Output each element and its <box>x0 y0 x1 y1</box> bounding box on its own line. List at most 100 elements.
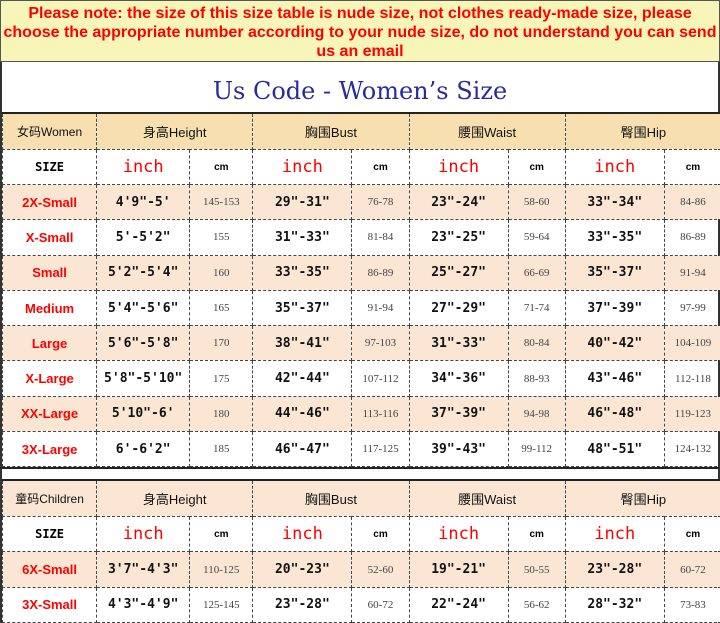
cm-value: 112-118 <box>664 361 720 396</box>
cm-value: 50-55 <box>508 552 565 587</box>
inch-value: 31"-33" <box>409 326 508 361</box>
inch-value: 33"-34" <box>565 185 664 220</box>
column-header: 腰围Waist <box>409 113 565 150</box>
size-name: Large <box>3 326 97 361</box>
inch-value: 22"-24" <box>409 587 508 622</box>
inch-value: 33"-35" <box>565 220 664 255</box>
cm-value: 56-62 <box>508 587 565 622</box>
inch-value: 19"-21" <box>409 552 508 587</box>
cm-unit: cm <box>508 150 565 185</box>
inch-unit: inch <box>253 150 352 185</box>
size-name: 6X-Small <box>3 552 97 587</box>
inch-value: 4'9"-5' <box>97 185 190 220</box>
cm-unit: cm <box>190 517 253 552</box>
cm-value: 175 <box>190 361 253 396</box>
size-name: Medium <box>3 290 97 325</box>
inch-value: 23"-24" <box>409 185 508 220</box>
inch-unit: inch <box>97 150 190 185</box>
inch-value: 34"-36" <box>409 361 508 396</box>
inch-value: 5'2"-5'4" <box>97 255 190 290</box>
cm-value: 58-60 <box>508 185 565 220</box>
size-name: X-Small <box>3 220 97 255</box>
inch-value: 42"-44" <box>253 361 352 396</box>
inch-value: 46"-48" <box>565 396 664 431</box>
cm-value: 60-72 <box>664 552 720 587</box>
inch-value: 38"-41" <box>253 326 352 361</box>
cm-value: 124-132 <box>664 432 720 467</box>
inch-value: 28"-32" <box>565 587 664 622</box>
cm-value: 71-74 <box>508 290 565 325</box>
column-header: 胸围Bust <box>253 113 409 150</box>
inch-value: 23"-28" <box>565 552 664 587</box>
size-label: SIZE <box>3 517 97 552</box>
inch-value: 23"-28" <box>253 587 352 622</box>
size-label: SIZE <box>3 150 97 185</box>
column-header: 身高Height <box>97 113 253 150</box>
cm-value: 107-112 <box>352 361 409 396</box>
cm-value: 99-112 <box>508 432 565 467</box>
cm-value: 160 <box>190 255 253 290</box>
cm-value: 165 <box>190 290 253 325</box>
notice-banner: Please note: the size of this size table… <box>0 0 720 62</box>
cm-value: 104-109 <box>664 326 720 361</box>
cm-unit: cm <box>664 517 720 552</box>
size-name: 3X-Small <box>3 587 97 622</box>
cm-value: 60-72 <box>352 587 409 622</box>
column-header: 胸围Bust <box>253 480 409 517</box>
column-header: 臀围Hip <box>565 480 720 517</box>
inch-unit: inch <box>253 517 352 552</box>
inch-value: 46"-47" <box>253 432 352 467</box>
cm-value: 97-103 <box>352 326 409 361</box>
inch-value: 5'6"-5'8" <box>97 326 190 361</box>
inch-value: 37"-39" <box>565 290 664 325</box>
cm-unit: cm <box>664 150 720 185</box>
cm-value: 119-123 <box>664 396 720 431</box>
cm-value: 117-125 <box>352 432 409 467</box>
inch-value: 5'4"-5'6" <box>97 290 190 325</box>
size-name: 3X-Large <box>3 432 97 467</box>
cm-value: 52-60 <box>352 552 409 587</box>
column-header: 腰围Waist <box>409 480 565 517</box>
inch-value: 48"-51" <box>565 432 664 467</box>
inch-value: 23"-25" <box>409 220 508 255</box>
cm-value: 91-94 <box>352 290 409 325</box>
inch-value: 5'8"-5'10" <box>97 361 190 396</box>
inch-unit: inch <box>97 517 190 552</box>
inch-value: 3'7"-4'3" <box>97 552 190 587</box>
inch-value: 35"-37" <box>565 255 664 290</box>
column-header: 女码Women <box>3 113 97 150</box>
inch-value: 40"-42" <box>565 326 664 361</box>
cm-value: 180 <box>190 396 253 431</box>
cm-value: 88-93 <box>508 361 565 396</box>
cm-value: 125-145 <box>190 587 253 622</box>
inch-value: 43"-46" <box>565 361 664 396</box>
cm-value: 94-98 <box>508 396 565 431</box>
inch-value: 33"-35" <box>253 255 352 290</box>
cm-unit: cm <box>508 517 565 552</box>
cm-value: 84-86 <box>664 185 720 220</box>
inch-value: 4'3"-4'9" <box>97 587 190 622</box>
column-header: 身高Height <box>97 480 253 517</box>
cm-value: 145-153 <box>190 185 253 220</box>
inch-value: 39"-43" <box>409 432 508 467</box>
column-header: 童码Children <box>3 480 97 517</box>
cm-value: 113-116 <box>352 396 409 431</box>
inch-value: 5'-5'2" <box>97 220 190 255</box>
cm-value: 110-125 <box>190 552 253 587</box>
cm-value: 76-78 <box>352 185 409 220</box>
inch-value: 44"-46" <box>253 396 352 431</box>
size-name: Small <box>3 255 97 290</box>
cm-value: 73-83 <box>664 587 720 622</box>
cm-value: 170 <box>190 326 253 361</box>
inch-value: 6'-6'2" <box>97 432 190 467</box>
inch-unit: inch <box>565 150 664 185</box>
